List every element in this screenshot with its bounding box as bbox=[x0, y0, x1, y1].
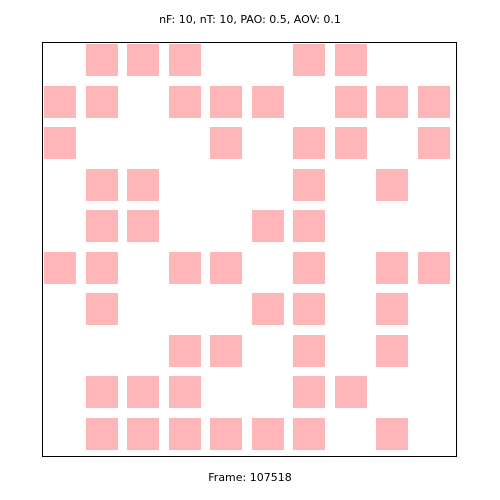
grid-cell-r7-c8 bbox=[376, 334, 408, 367]
grid-cell-r4-c2 bbox=[127, 210, 159, 242]
grid-cell-r7-c3 bbox=[168, 334, 201, 367]
grid-cell-r2-c9 bbox=[417, 127, 450, 159]
grid-cell-r2-c7 bbox=[334, 127, 367, 159]
grid-cell-r6-c6 bbox=[293, 293, 325, 325]
grid-cell-r9-c1 bbox=[85, 417, 118, 450]
grid-cell-r0-c3 bbox=[168, 44, 201, 76]
cell-grid bbox=[42, 42, 457, 457]
grid-cell-r8-c1 bbox=[85, 376, 118, 408]
grid-cell-r1-c9 bbox=[417, 85, 450, 118]
grid-cell-r5-c3 bbox=[168, 251, 201, 284]
grid-cell-r9-c3 bbox=[168, 417, 201, 450]
grid-cell-r9-c4 bbox=[210, 417, 242, 450]
grid-cell-r7-c6 bbox=[293, 334, 325, 367]
grid-cell-r9-c6 bbox=[293, 417, 325, 450]
grid-cell-r6-c5 bbox=[251, 293, 284, 325]
parameters-label: nF: 10, nT: 10, PAO: 0.5, AOV: 0.1 bbox=[159, 13, 341, 26]
grid-cell-r4-c5 bbox=[251, 210, 284, 242]
grid-cell-r5-c9 bbox=[417, 251, 450, 284]
frame-counter: Frame: 107518 bbox=[208, 471, 292, 484]
grid-cell-r3-c6 bbox=[293, 168, 325, 201]
grid-cell-r2-c4 bbox=[210, 127, 242, 159]
grid-cell-r8-c2 bbox=[127, 376, 159, 408]
grid-cell-r1-c5 bbox=[251, 85, 284, 118]
grid-cell-r8-c3 bbox=[168, 376, 201, 408]
grid-cell-r4-c6 bbox=[293, 210, 325, 242]
grid-cell-r8-c6 bbox=[293, 376, 325, 408]
grid-cell-r2-c6 bbox=[293, 127, 325, 159]
grid-cell-r6-c1 bbox=[85, 293, 118, 325]
grid-cell-r9-c5 bbox=[251, 417, 284, 450]
grid-cell-r0-c1 bbox=[85, 44, 118, 76]
grid-cell-r0-c6 bbox=[293, 44, 325, 76]
grid-cell-r7-c4 bbox=[210, 334, 242, 367]
grid-cell-r1-c4 bbox=[210, 85, 242, 118]
grid-cell-r5-c1 bbox=[85, 251, 118, 284]
grid-cell-r1-c7 bbox=[334, 85, 367, 118]
grid-cell-r0-c7 bbox=[334, 44, 367, 76]
grid-cell-r8-c7 bbox=[334, 376, 367, 408]
grid-cell-r3-c2 bbox=[127, 168, 159, 201]
grid-cell-r0-c2 bbox=[127, 44, 159, 76]
grid-cell-r1-c8 bbox=[376, 85, 408, 118]
grid-cell-r3-c8 bbox=[376, 168, 408, 201]
grid-cell-r1-c0 bbox=[44, 85, 76, 118]
grid-cell-r1-c3 bbox=[168, 85, 201, 118]
grid-cell-r5-c6 bbox=[293, 251, 325, 284]
grid-cell-r5-c4 bbox=[210, 251, 242, 284]
grid-cell-r2-c0 bbox=[44, 127, 76, 159]
grid-cell-r9-c2 bbox=[127, 417, 159, 450]
grid-cell-r5-c0 bbox=[44, 251, 76, 284]
grid-cell-r5-c8 bbox=[376, 251, 408, 284]
grid-cell-r4-c1 bbox=[85, 210, 118, 242]
grid-cell-r9-c8 bbox=[376, 417, 408, 450]
grid-cell-r6-c8 bbox=[376, 293, 408, 325]
grid-cell-r3-c1 bbox=[85, 168, 118, 201]
grid-cell-r1-c1 bbox=[85, 85, 118, 118]
